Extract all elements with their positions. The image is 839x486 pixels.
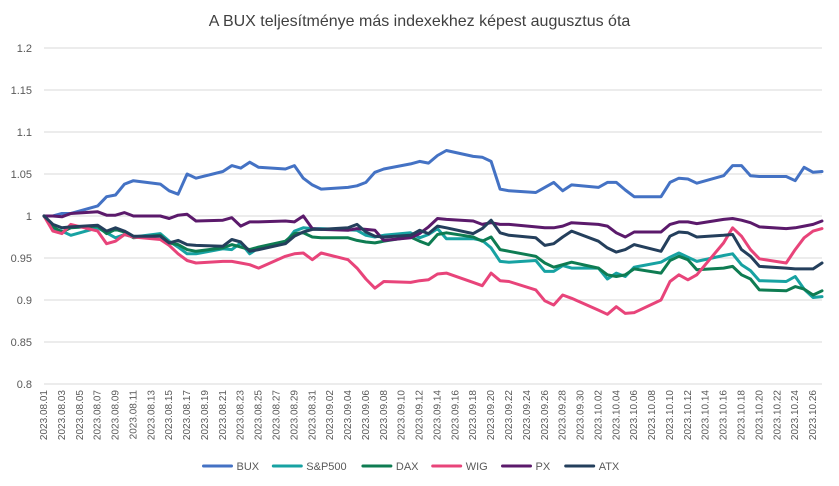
x-tick-label: 2023.08.15	[164, 390, 175, 440]
legend-label: PX	[536, 461, 551, 473]
x-tick-label: 2023.10.26	[808, 390, 819, 440]
legend-label: ATX	[599, 461, 620, 473]
x-tick-label: 2023.08.29	[289, 390, 300, 440]
y-axis: 0.8 0.85 0.9 0.95 1 1.05 1.1 1.15 1.2	[11, 43, 32, 391]
x-tick-label: 2023.10.12	[683, 390, 694, 440]
x-tick-label: 2023.09.26	[540, 390, 551, 440]
x-tick-label: 2023.10.16	[719, 390, 730, 440]
legend-item-wig: WIG	[431, 461, 488, 473]
x-tick-label: 2023.09.06	[361, 390, 372, 440]
series-lines	[42, 149, 824, 316]
x-tick-label: 2023.08.01	[39, 390, 50, 440]
x-tick-label: 2023.08.19	[200, 390, 211, 440]
chart-title: A BUX teljesítménye más indexekhez képes…	[209, 13, 631, 30]
x-tick-label: 2023.10.06	[629, 390, 640, 440]
x-tick-label: 2023.09.02	[325, 390, 336, 440]
x-tick-label: 2023.09.30	[576, 390, 587, 440]
series-line-px	[42, 210, 824, 242]
y-tick-label: 1.05	[11, 169, 32, 181]
y-tick-label: 1.15	[11, 85, 32, 97]
x-tick-label: 2023.10.08	[647, 390, 658, 440]
legend-item-px: PX	[501, 461, 551, 473]
x-tick-label: 2023.10.04	[611, 390, 622, 440]
x-tick-label: 2023.09.16	[450, 390, 461, 440]
x-tick-label: 2023.09.22	[504, 390, 515, 440]
y-tick-label: 1.1	[17, 127, 32, 139]
x-tick-label: 2023.10.24	[790, 390, 801, 440]
x-tick-label: 2023.08.21	[218, 390, 229, 440]
x-tick-label: 2023.08.23	[236, 390, 247, 440]
x-tick-label: 2023.08.31	[307, 390, 318, 440]
series-line-bux	[42, 149, 824, 218]
legend-label: S&P500	[306, 461, 346, 473]
y-tick-label: 0.95	[11, 253, 32, 265]
legend-item-dax: DAX	[361, 461, 419, 473]
x-tick-label: 2023.08.03	[57, 390, 68, 440]
x-tick-label: 2023.10.02	[593, 390, 604, 440]
y-tick-label: 0.9	[17, 295, 32, 307]
x-tick-label: 2023.08.09	[111, 390, 122, 440]
legend-item-bux: BUX	[202, 461, 260, 473]
x-tick-label: 2023.10.18	[737, 390, 748, 440]
y-tick-label: 1	[26, 211, 32, 223]
x-tick-label: 2023.10.22	[772, 390, 783, 440]
x-tick-label: 2023.08.05	[75, 390, 86, 440]
legend-label: DAX	[396, 461, 419, 473]
legend-label: WIG	[466, 461, 488, 473]
legend: BUX S&P500 DAX WIG PX ATX	[202, 461, 620, 473]
x-tick-label: 2023.09.14	[432, 390, 443, 440]
legend-item-sp500: S&P500	[271, 461, 347, 473]
x-tick-label: 2023.10.14	[701, 390, 712, 440]
y-tick-label: 1.2	[17, 43, 32, 55]
x-tick-label: 2023.09.10	[397, 390, 408, 440]
x-tick-label: 2023.10.20	[754, 390, 765, 440]
y-tick-label: 0.8	[17, 379, 32, 391]
x-tick-label: 2023.09.24	[522, 390, 533, 440]
x-tick-label: 2023.09.28	[558, 390, 569, 440]
x-tick-label: 2023.08.17	[182, 390, 193, 440]
y-tick-label: 0.85	[11, 337, 32, 349]
x-tick-label: 2023.09.18	[468, 390, 479, 440]
x-tick-label: 2023.09.08	[379, 390, 390, 440]
series-line-atx	[42, 214, 824, 271]
x-tick-label: 2023.08.11	[128, 390, 139, 440]
x-tick-label: 2023.09.20	[486, 390, 497, 440]
x-tick-label: 2023.08.25	[254, 390, 265, 440]
legend-item-atx: ATX	[564, 461, 620, 473]
x-axis: 2023.08.01 2023.08.03 2023.08.05 2023.08.07…	[39, 390, 819, 440]
x-tick-label: 2023.10.10	[665, 390, 676, 440]
x-tick-label: 2023.09.12	[415, 390, 426, 440]
series-line-wig	[42, 214, 824, 316]
x-tick-label: 2023.09.04	[343, 390, 354, 440]
series-line-dax	[42, 214, 824, 297]
x-tick-label: 2023.08.07	[93, 390, 104, 440]
legend-label: BUX	[237, 461, 260, 473]
x-tick-label: 2023.08.27	[272, 390, 283, 440]
x-tick-label: 2023.08.13	[146, 390, 157, 440]
